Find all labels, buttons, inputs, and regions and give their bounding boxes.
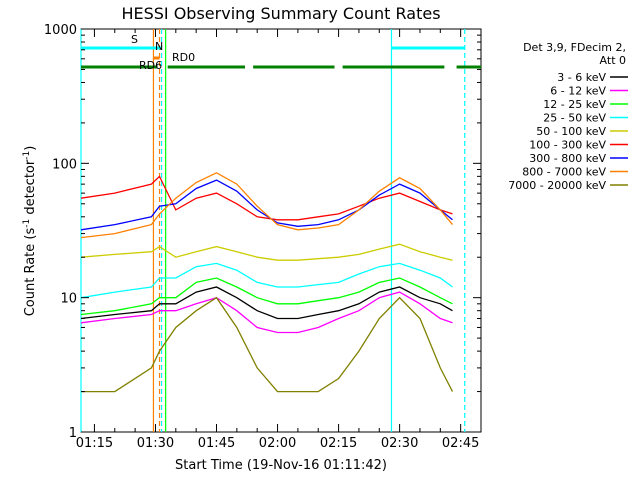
plot-frame bbox=[80, 28, 482, 433]
legend-label-2: 12 - 25 keV bbox=[543, 98, 606, 111]
series-lines bbox=[80, 172, 454, 393]
legend-label-3: 25 - 50 keV bbox=[543, 112, 606, 125]
y-tick-label-2: 100 bbox=[52, 157, 77, 172]
x-tick-label-1: 01:30 bbox=[137, 436, 174, 451]
series-line-6 bbox=[80, 179, 453, 231]
annotation-s: S bbox=[131, 33, 138, 46]
x-tick-label-0: 01:15 bbox=[76, 436, 113, 451]
annotation-rd0: RD0 bbox=[172, 51, 195, 64]
legend-label-4: 50 - 100 keV bbox=[536, 125, 606, 138]
status-bars bbox=[81, 46, 481, 69]
x-axis-ticks: 01:15 01:30 01:45 02:00 02:15 02:30 02:45 bbox=[76, 29, 482, 451]
legend-header-2: Att 0 bbox=[600, 54, 626, 67]
y-tick-label-3: 1000 bbox=[44, 23, 77, 38]
series-line-7 bbox=[80, 172, 454, 239]
legend-label-8: 7000 - 20000 keV bbox=[508, 179, 606, 192]
legend-header-1: Det 3,9, FDecim 2, bbox=[523, 41, 626, 54]
x-axis-label: Start Time (19-Nov-16 01:11:42) bbox=[175, 458, 387, 473]
x-tick-label-4: 02:15 bbox=[320, 436, 357, 451]
legend-label-7: 800 - 7000 keV bbox=[522, 166, 606, 179]
series-line-5 bbox=[80, 175, 453, 221]
series-line-0 bbox=[80, 286, 453, 320]
x-tick-label-5: 02:30 bbox=[381, 436, 418, 451]
annotation-rd6: RD6 bbox=[139, 59, 162, 72]
series-line-8 bbox=[81, 296, 454, 393]
series-line-4 bbox=[80, 243, 453, 261]
series-line-1 bbox=[80, 291, 453, 334]
series-line-2 bbox=[80, 277, 453, 316]
series-line-3 bbox=[80, 262, 453, 299]
annotation-n: N bbox=[155, 40, 163, 53]
legend-label-0: 3 - 6 keV bbox=[557, 71, 606, 84]
x-tick-label-6: 02:45 bbox=[442, 436, 479, 451]
vertical-markers bbox=[80, 29, 466, 432]
y-tick-label-0: 1 bbox=[69, 426, 77, 441]
y-axis-ticks: 1 10 100 1000 bbox=[44, 23, 481, 441]
legend-label-1: 6 - 12 keV bbox=[550, 85, 606, 98]
chart-title: HESSI Observing Summary Count Rates bbox=[121, 4, 440, 23]
x-tick-label-3: 02:00 bbox=[259, 436, 296, 451]
y-axis-label: Count Rate (s-1 detector-1) bbox=[22, 146, 38, 317]
legend-label-6: 300 - 800 keV bbox=[529, 152, 606, 165]
legend-label-5: 100 - 300 keV bbox=[529, 139, 606, 152]
y-tick-label-1: 10 bbox=[60, 292, 77, 307]
x-tick-label-2: 01:45 bbox=[198, 436, 235, 451]
